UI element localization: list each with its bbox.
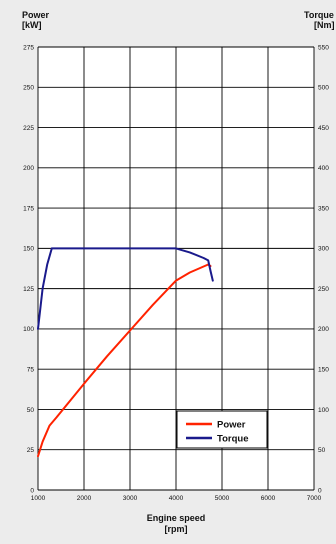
x-tick-label-3: 4000 — [169, 495, 184, 502]
x-tick-label-4: 5000 — [215, 495, 230, 502]
y-left-tick-label-3: 75 — [27, 366, 35, 373]
x-tick-label-6: 7000 — [307, 495, 322, 502]
x-tick-label-1: 2000 — [77, 495, 92, 502]
y-left-tick-label-1: 25 — [27, 447, 35, 454]
y-right-tick-label-3: 150 — [318, 366, 329, 373]
y-right-tick-label-11: 550 — [318, 44, 329, 51]
y-left-tick-label-0: 0 — [30, 487, 34, 494]
y-right-tick-label-2: 100 — [318, 407, 329, 414]
y-right-tick-label-9: 450 — [318, 125, 329, 132]
y-right-tick-label-5: 250 — [318, 286, 329, 293]
y-left-title-line2: [kW] — [22, 20, 42, 30]
series-line-torque — [37, 247, 214, 330]
y-right-tick-label-1: 50 — [318, 447, 326, 454]
y-left-tick-label-4: 100 — [23, 326, 34, 333]
x-tick-label-2: 3000 — [123, 495, 138, 502]
y-left-tick-label-8: 200 — [23, 165, 34, 172]
series-lines — [37, 247, 214, 458]
x-tick-label-0: 1000 — [31, 495, 46, 502]
y-left-tick-label-5: 125 — [23, 286, 34, 293]
x-title-line2: [rpm] — [165, 524, 188, 534]
y-right-tick-label-4: 200 — [318, 326, 329, 333]
x-title-line1: Engine speed — [147, 513, 206, 523]
y-left-tick-label-7: 175 — [23, 205, 34, 212]
y-left-tick-label-10: 250 — [23, 85, 34, 92]
y-left-tick-label-11: 275 — [23, 44, 34, 51]
legend-label-torque: Torque — [217, 434, 249, 445]
y-left-title-line1: Power — [22, 10, 50, 20]
y-right-tick-label-7: 350 — [318, 205, 329, 212]
y-right-title-line2: [Nm] — [314, 20, 335, 30]
y-left-tick-label-6: 150 — [23, 246, 34, 253]
y-left-tick-label-2: 50 — [27, 407, 35, 414]
legend-label-power: Power — [217, 420, 246, 431]
y-right-tick-label-0: 0 — [318, 487, 322, 494]
y-right-title-line1: Torque — [304, 10, 334, 20]
legend-box — [176, 410, 268, 449]
y-left-tick-label-9: 225 — [23, 125, 34, 132]
grid-lines — [37, 46, 315, 491]
y-right-tick-label-8: 400 — [318, 165, 329, 172]
y-right-tick-label-10: 500 — [318, 85, 329, 92]
tick-labels: 1000 2000 3000 4000 5000 6000 7000025507510012… — [23, 44, 329, 502]
x-tick-label-5: 6000 — [261, 495, 276, 502]
y-right-tick-label-6: 300 — [318, 246, 329, 253]
legend: Power Torque — [176, 410, 268, 449]
series-line-power — [37, 263, 212, 458]
